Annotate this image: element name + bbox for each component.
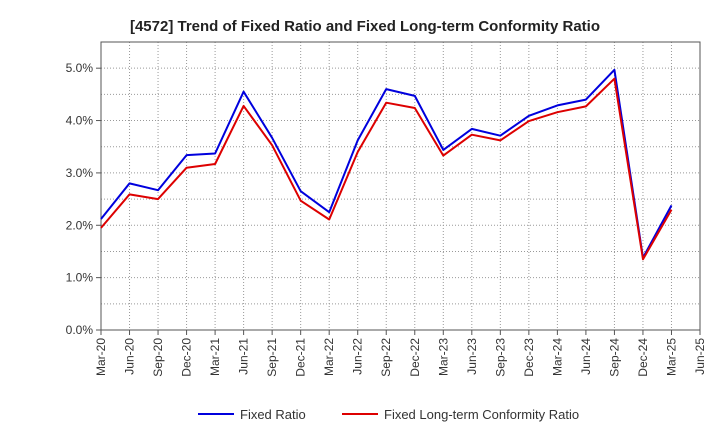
x-tick-label: Dec-21 — [294, 338, 308, 377]
x-tick-label: Sep-20 — [151, 338, 165, 377]
series-line-2 — [100, 77, 673, 261]
series-line-1 — [100, 68, 673, 259]
y-tick-label: 5.0% — [66, 61, 94, 75]
legend-label: Fixed Long-term Conformity Ratio — [384, 407, 579, 422]
x-tick-label: Dec-22 — [408, 338, 422, 377]
plot-border — [100, 41, 701, 331]
x-tick-label: Jun-22 — [351, 338, 365, 375]
x-tick-label: Jun-24 — [579, 338, 593, 375]
x-tick-label: Mar-23 — [436, 338, 450, 376]
y-tick-label: 1.0% — [66, 271, 94, 285]
x-tick-label: Dec-23 — [522, 338, 536, 377]
x-tick-label: Jun-25 — [693, 338, 707, 375]
chart-title: [4572] Trend of Fixed Ratio and Fixed Lo… — [130, 18, 600, 35]
x-tick-label: Mar-22 — [322, 338, 336, 376]
plot-background — [101, 42, 700, 330]
x-tick-label: Dec-24 — [636, 338, 650, 377]
x-tick-label: Mar-21 — [208, 338, 222, 376]
x-tick-label: Jun-23 — [465, 338, 479, 375]
x-tick-label: Jun-21 — [237, 338, 251, 375]
x-tick-label: Dec-20 — [180, 338, 194, 377]
x-tick-label: Mar-25 — [664, 338, 678, 376]
x-tick-label: Sep-24 — [607, 338, 621, 377]
y-tick-label: 3.0% — [66, 166, 94, 180]
x-tick-label: Jun-20 — [123, 338, 137, 375]
x-tick-label: Sep-23 — [493, 338, 507, 377]
x-tick-label: Sep-21 — [265, 338, 279, 377]
x-tick-label: Mar-20 — [94, 338, 108, 376]
plot-area: 0.0% 1.0% 2.0% 3.0% 4.0% 5.0% Mar-20 Jun-20 Sep-… — [66, 41, 707, 377]
legend: Fixed Ratio Fixed Long-term Conformity Ra… — [198, 407, 579, 422]
x-tick-label: Sep-22 — [379, 338, 393, 377]
y-tick-label: 4.0% — [66, 114, 94, 128]
y-tick-label: 2.0% — [66, 218, 94, 232]
legend-label: Fixed Ratio — [240, 407, 306, 422]
x-tick-label: Mar-24 — [550, 338, 564, 376]
y-tick-label: 0.0% — [66, 323, 94, 337]
